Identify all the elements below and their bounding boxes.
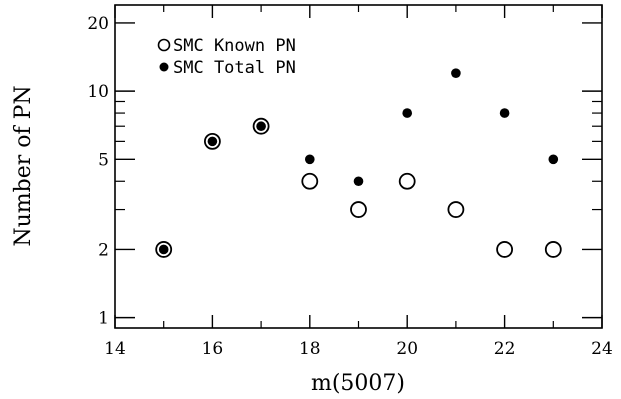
legend-marker-known [157,38,171,52]
x-tick-label: 20 [396,339,418,359]
known-pn-point [398,172,416,190]
legend-label-known: SMC Known PN [173,36,296,56]
total-pn-point [158,244,169,255]
total-pn-point [402,108,413,118]
data-points [155,68,562,258]
y-tick-label: 1 [98,309,109,329]
x-tick-label: 14 [104,339,126,359]
total-pn-point [451,68,461,78]
total-pn-point [305,154,315,165]
y-tick-label: 10 [87,82,109,102]
total-pn-point [499,108,510,118]
known-pn-point [155,241,173,258]
y-axis-title: Number of PN [11,85,36,246]
x-axis-title: m(5007) [311,371,405,396]
x-tick-label: 24 [591,339,613,359]
known-pn-point [350,201,367,218]
legend-label-total: SMC Total PN [173,58,296,78]
axis-tick-labels: 14 16 18 20 22 24 1 2 5 10 20 [87,14,612,359]
known-pn-point [301,172,319,190]
total-pn-point [207,136,218,147]
y-tick-label: 20 [87,14,109,34]
total-pn-point [353,176,364,187]
legend-marker-total [159,62,169,72]
known-pn-point [544,241,562,258]
known-pn-point [447,201,465,218]
known-pn-point [203,132,221,150]
known-pn-point [252,117,270,135]
x-tick-label: 16 [202,339,224,359]
x-tick-label: 18 [299,339,321,359]
y-tick-label: 2 [98,240,109,260]
y-tick-label: 5 [98,150,109,170]
total-pn-point [548,154,559,165]
legend: SMC Known PN SMC Total PN [157,36,296,78]
axis-ticks [114,5,603,328]
total-pn-point [256,121,266,132]
known-pn-point [496,241,514,258]
x-tick-label: 22 [494,339,516,359]
